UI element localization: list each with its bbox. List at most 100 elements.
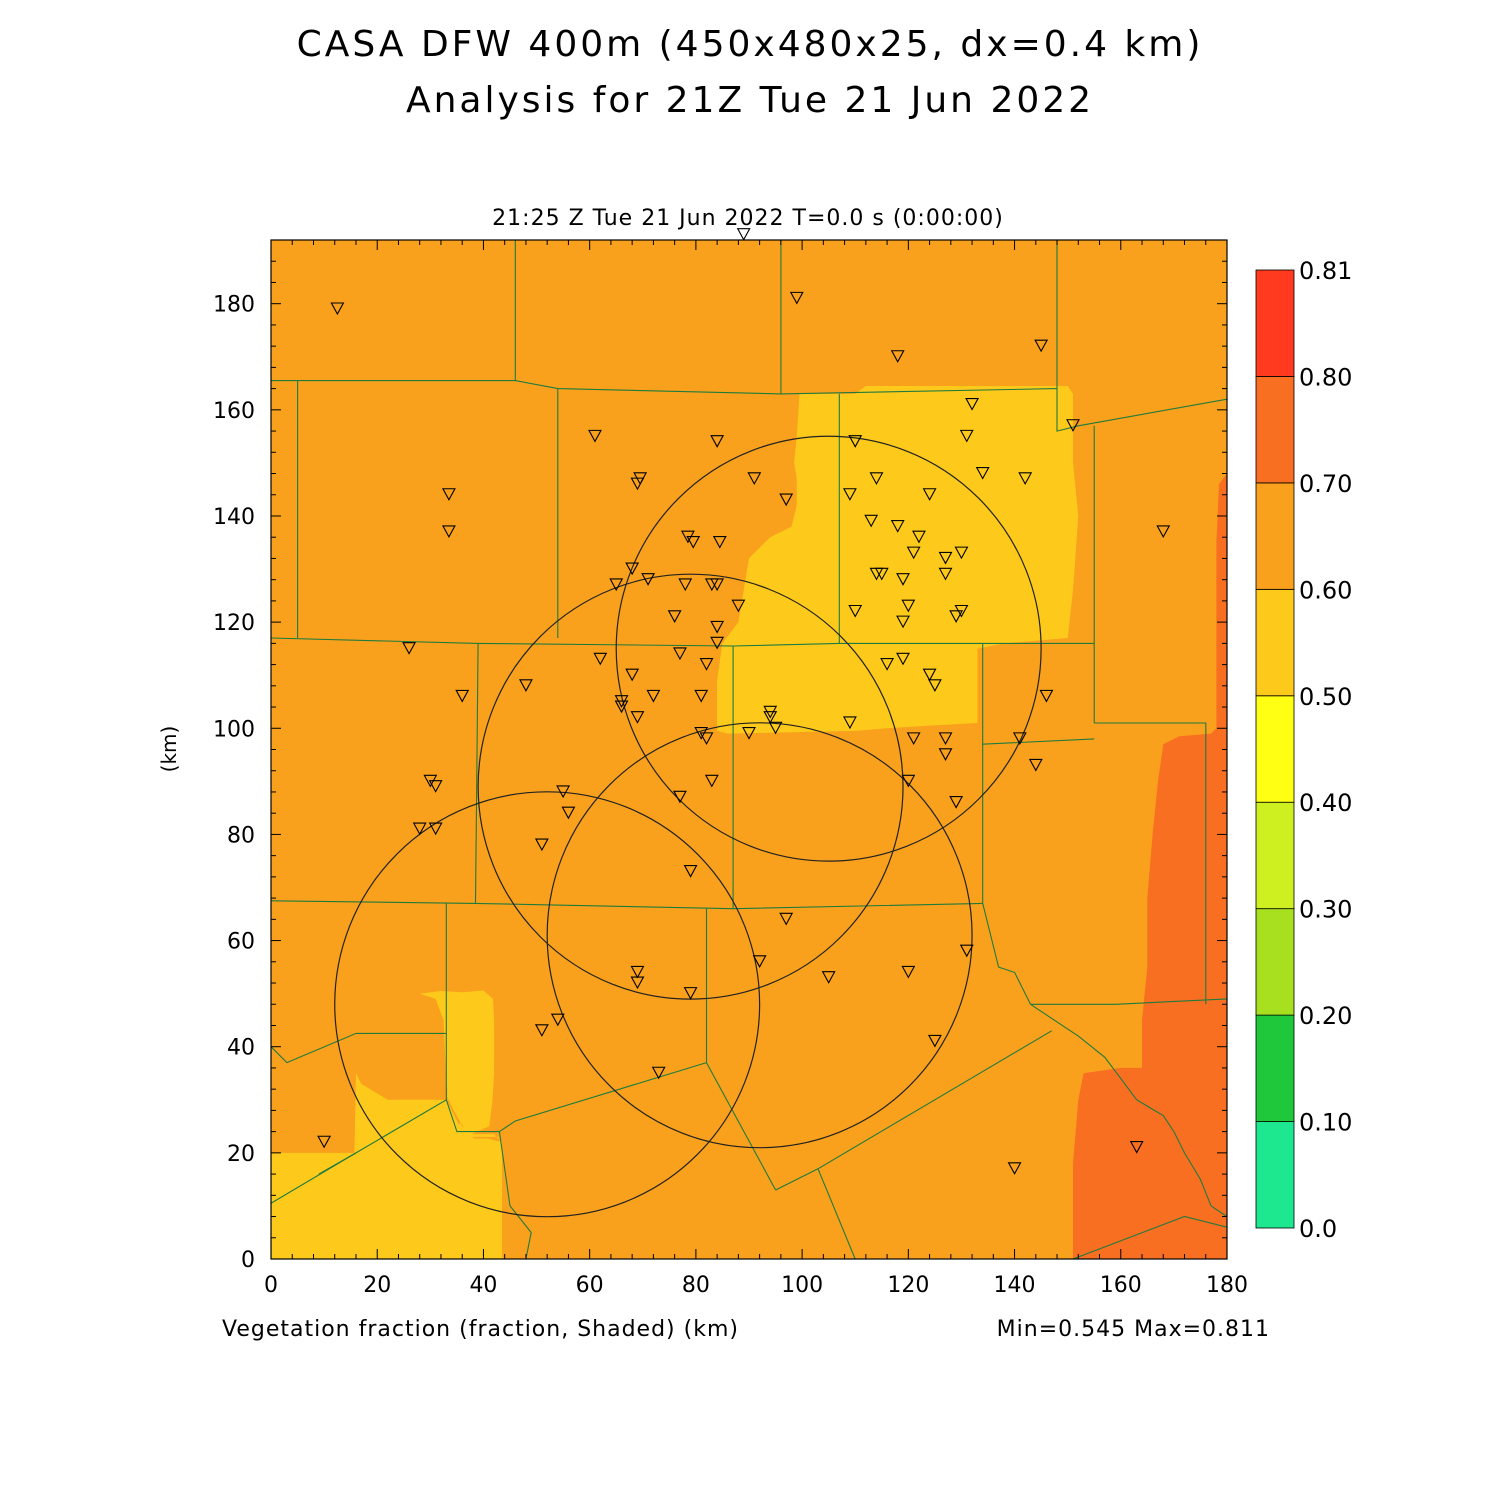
boundary-line-28: [817, 1168, 856, 1259]
station-marker-48: [896, 615, 910, 629]
station-marker-91: [683, 865, 698, 878]
boundary-line-22: [445, 1099, 500, 1133]
colorbar-label: 0.70: [1299, 470, 1352, 498]
boundary-line-14: [474, 643, 479, 904]
station-marker-54: [710, 636, 725, 650]
colorbar-swatch-0: [1255, 1121, 1295, 1229]
colorbar: 0.0 0.10 0.20 0.30 0.40 0.50 0.60 0.70 0.80 0.81: [1255, 257, 1352, 1243]
boundary-line-18: [982, 903, 1227, 1217]
boundary-line-19: [1030, 998, 1227, 1005]
station-marker-41: [938, 567, 953, 581]
colorbar-swatch-3: [1255, 801, 1295, 910]
station-marker-16: [779, 493, 794, 507]
station-marker-31: [954, 546, 969, 560]
station-marker-14: [630, 477, 645, 491]
boundary-line-31: [1072, 1215, 1227, 1259]
station-marker-28: [912, 530, 926, 544]
x-tick-label: 100: [781, 1273, 823, 1298]
station-marker-9: [959, 429, 974, 443]
station-marker-2: [789, 291, 804, 305]
y-axis-label: (km): [157, 726, 181, 773]
colorbar-label: 0.50: [1299, 683, 1352, 711]
boundary-line-23: [318, 1152, 357, 1175]
station-marker-49: [710, 620, 725, 634]
station-marker-19: [922, 488, 937, 501]
radar-ring-3: [334, 791, 761, 1218]
x-tick-label: 180: [1206, 1273, 1248, 1298]
station-marker-56: [896, 652, 910, 666]
colorbar-label: 0.60: [1299, 576, 1352, 604]
station-marker-97: [821, 971, 836, 984]
station-marker-101: [550, 1013, 565, 1027]
colorbar-swatch-4: [1255, 695, 1295, 803]
station-marker-46: [949, 610, 964, 623]
station-marker-99: [901, 965, 916, 979]
station-marker-82: [556, 785, 571, 799]
station-marker-10: [1066, 419, 1080, 432]
station-marker-106: [1129, 1140, 1144, 1154]
colorbar-label: 0.81: [1299, 257, 1352, 285]
colorbar-swatch-8: [1255, 269, 1295, 377]
station-marker-8: [848, 435, 863, 448]
chart-title: CASA DFW 400m (450x480x25, dx=0.4 km): [296, 24, 1204, 65]
time-label: 21:25 Z Tue 21 Jun 2022 T=0.0 s (0:00:00…: [492, 206, 1004, 231]
station-marker-1: [736, 228, 751, 241]
colorbar-swatch-1: [1255, 1014, 1295, 1122]
station-marker-29: [906, 546, 921, 560]
station-marker-75: [906, 732, 921, 746]
station-marker-63: [625, 668, 640, 682]
x-tick-label: 120: [887, 1273, 929, 1298]
axes: 0 20 40 60 80 100 120 140 160 180 0 20 40 60 80 100 120 1…: [213, 239, 1248, 1298]
shaded-region-1: [717, 386, 1079, 734]
station-marker-81: [428, 780, 443, 793]
station-marker-105: [1007, 1162, 1022, 1175]
boundary-line-3: [780, 388, 1058, 395]
y-tick-label: 40: [227, 1036, 255, 1061]
station-marker-59: [455, 689, 470, 703]
station-marker-89: [901, 774, 916, 788]
y-tick-label: 160: [213, 399, 255, 424]
station-marker-34: [641, 573, 656, 586]
x-tick-label: 20: [363, 1273, 391, 1298]
station-marker-27: [890, 520, 905, 533]
chart-subtitle: Analysis for 21Z Tue 21 Jun 2022: [405, 80, 1095, 121]
station-marker-102: [651, 1066, 666, 1080]
y-tick-label: 140: [213, 505, 255, 530]
boundary-line-21: [271, 1033, 447, 1204]
station-marker-12: [441, 525, 456, 539]
station-marker-11: [441, 488, 456, 501]
radar-ring-2: [546, 722, 973, 1149]
station-marker-18: [869, 472, 884, 485]
shaded-region-4: [1073, 473, 1227, 1259]
colorbar-label: 0.10: [1299, 1109, 1352, 1137]
station-marker-57: [922, 668, 937, 682]
station-marker-74: [742, 727, 756, 740]
x-tick-label: 60: [576, 1273, 604, 1298]
station-marker-85: [428, 822, 443, 836]
boundary-line-20: [271, 903, 447, 1064]
colorbar-label: 0.0: [1299, 1215, 1337, 1243]
county-boundaries: [271, 240, 1227, 1259]
station-marker-66: [694, 689, 709, 703]
shaded-field: [271, 240, 1227, 1259]
station-marker-69: [768, 721, 783, 735]
boundary-line-24: [499, 1062, 707, 1133]
x-tick-label: 40: [469, 1273, 497, 1298]
station-marker-100: [534, 1024, 549, 1037]
boundary-line-16: [271, 900, 983, 910]
station-marker-26: [864, 514, 879, 528]
boundary-line-29: [498, 1131, 532, 1259]
station-marker-47: [954, 604, 969, 618]
station-marker-44: [848, 604, 863, 618]
colorbar-label: 0.40: [1299, 789, 1352, 817]
field-label: Vegetation fraction (fraction, Shaded) (…: [222, 1317, 739, 1342]
station-marker-24: [686, 535, 701, 549]
station-marker-32: [609, 578, 624, 592]
y-tick-label: 0: [241, 1248, 255, 1273]
station-marker-94: [630, 976, 645, 990]
station-marker-88: [704, 774, 719, 788]
colorbar-swatch-6: [1255, 482, 1295, 590]
colorbar-swatch-5: [1255, 588, 1295, 697]
y-tick-label: 80: [227, 823, 255, 848]
